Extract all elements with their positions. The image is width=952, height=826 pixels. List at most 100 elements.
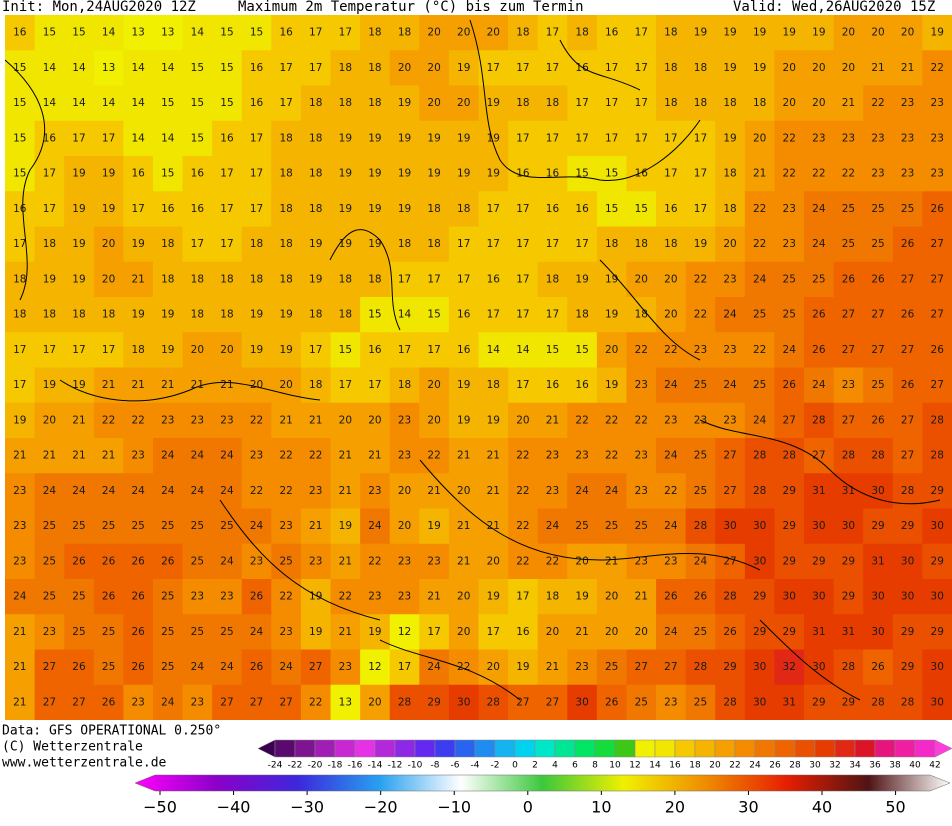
gradient-tick-label: 30	[738, 798, 758, 817]
temp-cell	[271, 156, 302, 192]
temp-cell	[567, 261, 598, 298]
temp-cell	[182, 508, 213, 545]
bin-tick-label: 10	[609, 761, 621, 771]
temp-cell	[93, 261, 124, 298]
temp-label: 15	[191, 132, 204, 144]
temp-label: 25	[901, 203, 914, 215]
temp-label: 19	[723, 132, 736, 144]
temp-label: 21	[635, 591, 648, 603]
temp-cell	[774, 261, 805, 298]
temp-label: 20	[516, 414, 529, 426]
temp-cell	[715, 438, 746, 474]
temp-label: 18	[398, 379, 411, 391]
temp-cell	[833, 120, 864, 157]
temp-label: 30	[812, 661, 825, 673]
temp-label: 14	[161, 62, 175, 74]
temp-label: 25	[72, 520, 85, 532]
temp-cell	[715, 15, 746, 51]
temp-label: 15	[575, 168, 588, 180]
temp-label: 30	[931, 591, 944, 603]
temp-cell	[892, 543, 923, 580]
temp-label: 25	[694, 696, 707, 708]
temp-cell	[212, 473, 243, 509]
temp-cell	[892, 156, 923, 192]
temp-label: 17	[516, 273, 529, 285]
temp-cell	[744, 579, 775, 615]
temp-cell	[863, 297, 894, 333]
temp-label: 27	[931, 309, 944, 321]
temp-label: 19	[339, 132, 352, 144]
temp-cell	[448, 684, 479, 721]
swatch	[594, 739, 616, 758]
bin-tick-label: 40	[909, 761, 921, 771]
temp-cell	[241, 261, 272, 298]
temp-cell	[182, 15, 213, 51]
temp-label: 18	[309, 132, 322, 144]
gradient-tick-label: −50	[143, 798, 177, 817]
temp-cell	[152, 226, 184, 263]
temp-label: 23	[723, 344, 736, 356]
init: Init: Mon,24AUG2020 12Z	[2, 0, 196, 15]
temp-cell	[123, 156, 154, 192]
temp-label: 26	[664, 591, 678, 603]
temp-label: 18	[694, 97, 707, 109]
temp-cell	[330, 367, 361, 404]
temp-cell	[685, 156, 716, 192]
temp-label: 16	[575, 203, 589, 215]
temp-cell	[152, 614, 184, 650]
temp-cell	[537, 614, 568, 650]
temp-cell	[5, 579, 36, 615]
temp-label: 18	[279, 168, 292, 180]
bin-tick-label: -4	[471, 761, 480, 771]
temp-cell	[93, 579, 124, 615]
temp-cell	[330, 684, 361, 721]
bin-tick-label: 38	[889, 761, 901, 771]
temp-label: 28	[694, 520, 707, 532]
temp-label: 20	[723, 238, 736, 250]
gradient-tick-label: −10	[437, 798, 471, 817]
temp-label: 19	[72, 379, 85, 391]
temp-label: 23	[398, 450, 411, 462]
temp-cell	[863, 438, 894, 474]
temp-cell	[123, 297, 154, 333]
temp-cell	[360, 50, 391, 86]
temp-label: 19	[309, 238, 322, 250]
temp-cell	[537, 85, 568, 122]
temp-cell	[34, 649, 65, 686]
borders	[4, 19, 941, 701]
temp-label: 13	[161, 27, 174, 39]
temp-label: 22	[309, 450, 322, 462]
temp-label: 29	[723, 661, 736, 673]
temp-cell	[892, 579, 923, 615]
temp-cell	[152, 50, 184, 86]
temp-cell	[596, 508, 627, 545]
temp-cell	[152, 191, 184, 227]
header-bar	[0, 0, 952, 15]
temp-label: 20	[457, 27, 470, 39]
temp-label: 27	[931, 273, 944, 285]
temp-label: 19	[72, 168, 85, 180]
temp-label: 18	[339, 273, 352, 285]
temp-cell	[241, 120, 272, 157]
temp-cell	[182, 579, 213, 615]
temp-label: 31	[783, 696, 796, 708]
temp-label: 22	[516, 555, 529, 567]
temp-cell	[5, 508, 36, 545]
temp-label: 17	[43, 168, 56, 180]
temp-label: 19	[339, 168, 352, 180]
temp-cell	[537, 684, 568, 721]
swatch	[914, 739, 936, 758]
temp-label: 23	[131, 696, 144, 708]
temp-label: 25	[72, 591, 85, 603]
temp-label: 21	[871, 62, 884, 74]
temp-label: 22	[516, 450, 529, 462]
temp-cell	[744, 120, 775, 157]
temp-cell	[596, 649, 627, 686]
temp-cell	[448, 156, 479, 192]
temp-label: 15	[339, 344, 352, 356]
temp-cell	[626, 508, 657, 545]
temp-cell	[5, 332, 36, 368]
temp-label: 20	[871, 27, 884, 39]
temp-cell	[892, 15, 923, 51]
temp-cell	[241, 614, 272, 650]
